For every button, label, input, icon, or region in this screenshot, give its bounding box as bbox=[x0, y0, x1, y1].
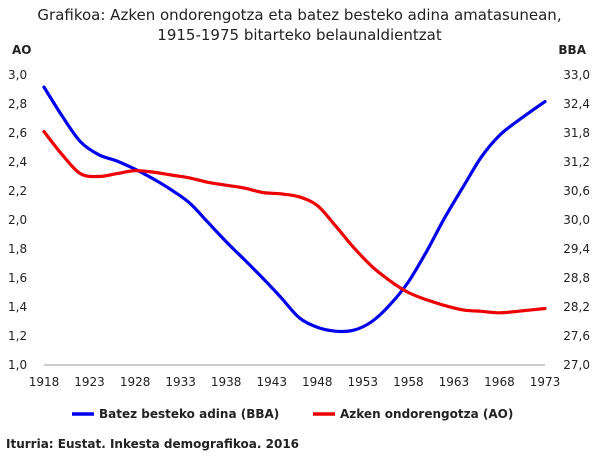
x-tick-label: 1948 bbox=[302, 375, 333, 389]
left-tick-label: 1,6 bbox=[8, 271, 27, 285]
x-tick-label: 1928 bbox=[120, 375, 151, 389]
x-tick-label: 1953 bbox=[348, 375, 379, 389]
left-tick-label: 2,2 bbox=[8, 184, 27, 198]
x-tick-label: 1933 bbox=[165, 375, 196, 389]
left-axis-ticks: 1,0 1,2 1,4 1,6 1,8 2,0 2,2 2,4 2,6 2,8 3,0 bbox=[8, 68, 27, 372]
x-tick-label: 1943 bbox=[256, 375, 287, 389]
chart-title-line-2: 1915-1975 bitarteko belaunaldientzat bbox=[157, 26, 442, 44]
left-tick-label: 2,0 bbox=[8, 213, 27, 227]
x-tick-label: 1968 bbox=[484, 375, 515, 389]
right-tick-label: 28,2 bbox=[563, 300, 590, 314]
left-tick-label: 2,8 bbox=[8, 97, 27, 111]
right-tick-label: 30,0 bbox=[563, 213, 590, 227]
x-tick-label: 1938 bbox=[211, 375, 242, 389]
left-tick-label: 1,4 bbox=[8, 300, 27, 314]
series-line-ao bbox=[42, 130, 547, 315]
left-tick-label: 1,8 bbox=[8, 242, 27, 256]
legend: Batez besteko adina (BBA) Azken ondoreng… bbox=[72, 407, 513, 421]
right-tick-label: 29,4 bbox=[563, 242, 590, 256]
right-tick-label: 31,2 bbox=[563, 155, 590, 169]
right-tick-label: 30,6 bbox=[563, 184, 590, 198]
x-tick-label: 1918 bbox=[29, 375, 60, 389]
right-tick-label: 27,0 bbox=[563, 358, 590, 372]
right-tick-label: 31,8 bbox=[563, 126, 590, 140]
left-axis-label: AO bbox=[12, 43, 32, 57]
x-tick-label: 1923 bbox=[74, 375, 105, 389]
left-tick-label: 1,2 bbox=[8, 329, 27, 343]
left-tick-label: 2,4 bbox=[8, 155, 27, 169]
source-note: Iturria: Eustat. Inkesta demografikoa. 2… bbox=[6, 437, 300, 451]
series-line-bba bbox=[42, 85, 547, 334]
x-tick-label: 1973 bbox=[530, 375, 561, 389]
legend-label-red: Azken ondorengotza (AO) bbox=[340, 407, 513, 421]
left-tick-label: 3,0 bbox=[8, 68, 27, 82]
left-tick-label: 1,0 bbox=[8, 358, 27, 372]
right-tick-label: 32,4 bbox=[563, 97, 590, 111]
series-layer bbox=[42, 85, 547, 334]
right-tick-label: 28,8 bbox=[563, 271, 590, 285]
right-tick-label: 27,6 bbox=[563, 329, 590, 343]
chart-title: Grafikoa: Azken ondorengotza eta batez b… bbox=[0, 5, 599, 45]
right-axis-label: BBA bbox=[558, 43, 586, 57]
x-axis-ticks: 1918 1923 1928 1933 1938 1943 1948 1953 1958 1963… bbox=[29, 375, 561, 389]
right-tick-label: 33,0 bbox=[563, 68, 590, 82]
right-axis-ticks: 27,0 27,6 28,2 28,8 29,4 30,0 30,6 31,2 31,8 32,4… bbox=[563, 68, 590, 372]
left-tick-label: 2,6 bbox=[8, 126, 27, 140]
x-tick-label: 1958 bbox=[393, 375, 424, 389]
chart-title-line-1: Grafikoa: Azken ondorengotza eta batez b… bbox=[37, 6, 562, 24]
x-tick-label: 1963 bbox=[439, 375, 470, 389]
legend-label-blue: Batez besteko adina (BBA) bbox=[99, 407, 279, 421]
